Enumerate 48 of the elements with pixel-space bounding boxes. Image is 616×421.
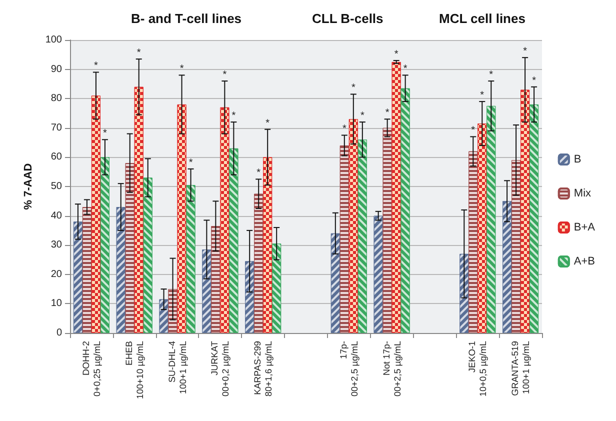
y-tick-label: 100 bbox=[45, 34, 62, 46]
annotation: * bbox=[351, 82, 356, 94]
annotation: * bbox=[360, 110, 364, 122]
y-tick-label: 20 bbox=[50, 268, 62, 280]
annotation: * bbox=[232, 110, 236, 122]
x-tick-label: GRANTA-519 100+1 µg/mL bbox=[510, 341, 532, 396]
annotation: * bbox=[480, 90, 484, 102]
annotation: * bbox=[489, 70, 494, 81]
y-tick-label: 60 bbox=[50, 152, 62, 163]
x-tick-label: Not 17p- 00+2,5 µg/mL bbox=[381, 341, 402, 396]
text: MCL cell lines bbox=[439, 11, 526, 26]
legend-label: Mix bbox=[574, 188, 592, 200]
annotation: * bbox=[136, 48, 141, 59]
annotation: * bbox=[266, 118, 270, 129]
x-tick-label: DOHH-2 0+0,25 µg/mL bbox=[80, 341, 102, 396]
annotation: * bbox=[532, 75, 536, 86]
x-tick-label: 17p- 00+2,5 µg/mL bbox=[338, 341, 360, 396]
legend-label: B+A bbox=[574, 222, 596, 234]
annotation: * bbox=[342, 124, 346, 135]
y-tick-label: 70 bbox=[50, 122, 62, 134]
y-tick-label: 30 bbox=[50, 240, 62, 251]
x-tick-label: JEKO-1 10+0,5 µg/mL bbox=[467, 341, 488, 396]
text: CLL B-cells bbox=[312, 11, 384, 26]
text: B- and T-cell lines bbox=[131, 11, 242, 26]
annotation: * bbox=[103, 128, 107, 140]
annotation: * bbox=[94, 60, 98, 72]
legend-label: A+B bbox=[574, 256, 596, 268]
legend-label: B bbox=[574, 154, 582, 166]
y-tick-label: 40 bbox=[50, 210, 62, 222]
y-axis-title: % 7-AAD bbox=[22, 163, 34, 210]
annotation: * bbox=[180, 64, 184, 75]
annotation: * bbox=[222, 70, 227, 81]
annotation: * bbox=[385, 108, 390, 119]
y-tick-label: 10 bbox=[50, 298, 62, 310]
annotation: * bbox=[523, 46, 528, 58]
x-tick-label: SU-DHL-4 100+1 µg/mL bbox=[166, 341, 188, 394]
y-tick-label: 80 bbox=[50, 93, 62, 104]
annotation: * bbox=[394, 49, 398, 60]
x-tick-label: KARPAS-299 80+1,6 µg/mL bbox=[252, 341, 274, 396]
annotation: * bbox=[188, 157, 193, 168]
annotation: * bbox=[256, 168, 261, 179]
x-tick-label: EHEB 100+10 µg/mL bbox=[124, 341, 145, 399]
y-tick-label: 0 bbox=[56, 328, 62, 338]
annotation: * bbox=[403, 64, 408, 75]
x-tick-label: JURKAT 00+0,2 µg/mL bbox=[210, 340, 231, 396]
annotation: * bbox=[471, 125, 476, 136]
y-tick-label: 90 bbox=[50, 64, 62, 75]
y-tick-label: 50 bbox=[50, 181, 62, 192]
